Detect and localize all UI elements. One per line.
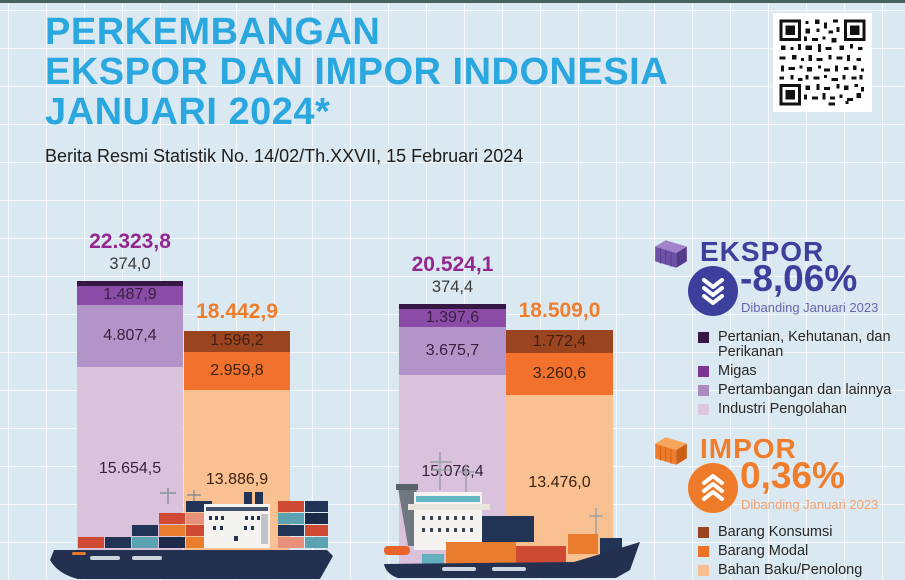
release-subtitle: Berita Resmi Statistik No. 14/02/Th.XXVI… xyxy=(45,146,524,166)
segment-migas: 1.487,9 xyxy=(77,285,183,305)
ekspor-summary-panel: EKSPOR -8,06% Dibanding Januari 2023 Per… xyxy=(650,236,905,417)
legend-label: Migas xyxy=(718,363,757,379)
impor-legend: Barang Konsumsi Barang Modal Bahan Baku/Pe… xyxy=(698,525,862,580)
legend-item: Barang Konsumsi xyxy=(698,525,862,540)
segment-migas: 1.397,6 xyxy=(399,309,506,328)
legend-label: Pertambangan dan lainnya xyxy=(718,382,892,398)
segment-pertambangan-dan-lainnya: 3.675,7 xyxy=(399,327,506,375)
export-stacked-bar-group-1: 22.323,8 374,0 1.487,9 4.807,4 15.654,5 xyxy=(77,230,183,570)
legend-color-swatch xyxy=(698,366,709,377)
legend-item: Migas xyxy=(698,364,905,379)
legend-color-swatch xyxy=(698,527,709,538)
segment-label-above-bar: 374,0 xyxy=(109,254,151,273)
segment-barang-modal: 2.959,8 xyxy=(184,351,290,391)
segment-pertanian-kehutanan-dan-perikanan xyxy=(77,280,183,286)
legend-color-swatch xyxy=(698,404,709,415)
legend-item: Bahan Baku/Penolong xyxy=(698,563,862,578)
segment-barang-modal: 3.260,6 xyxy=(506,353,613,396)
legend-item: Barang Modal xyxy=(698,544,862,559)
segment-industri-pengolahan: 15.654,5 xyxy=(77,367,183,570)
container-ship-left-illustration xyxy=(50,488,333,579)
legend-label: Industri Pengolahan xyxy=(718,401,847,417)
import-total-label: 18.509,0 xyxy=(518,299,601,323)
import-total-label: 18.442,9 xyxy=(196,300,278,324)
export-total-label: 22.323,8 xyxy=(89,229,171,253)
page-title-line3: JANUARI 2024* xyxy=(45,91,331,133)
segment-pertambangan-dan-lainnya: 4.807,4 xyxy=(77,304,183,368)
segment-label-above-bar: 374,4 xyxy=(431,278,474,297)
purple-container-box-icon xyxy=(655,240,687,268)
orange-container-box-icon xyxy=(655,437,687,465)
legend-color-swatch xyxy=(698,565,709,576)
legend-item: Pertanian, Kehutanan, dan Perikanan xyxy=(698,330,905,360)
segment-barang-konsumsi: 1.772,4 xyxy=(506,330,613,354)
impor-title: IMPOR xyxy=(700,433,797,464)
segment-barang-konsumsi: 1.596,2 xyxy=(184,331,290,352)
impor-percent-change: 0,36% xyxy=(740,455,845,496)
container-ship-right-illustration xyxy=(384,452,640,578)
legend-item: Pertambangan dan lainnya xyxy=(698,383,905,398)
ekspor-title: EKSPOR xyxy=(700,236,825,267)
up-chevrons-icon xyxy=(688,463,738,513)
impor-summary-panel: IMPOR 0,36% Dibanding Januari 2023 Baran… xyxy=(650,433,905,580)
ekspor-comparison-note: Dibanding Januari 2023 xyxy=(741,300,879,315)
top-border xyxy=(0,0,905,3)
legend-color-swatch xyxy=(698,385,709,396)
legend-color-swatch xyxy=(698,546,709,557)
page-title-line1: PERKEMBANGAN xyxy=(45,11,381,53)
segment-pertanian-kehutanan-dan-perikanan xyxy=(399,304,506,309)
qr-code xyxy=(773,13,872,112)
legend-color-swatch xyxy=(698,332,709,343)
qr-pattern-icon xyxy=(778,18,867,107)
page-title: PERKEMBANGAN EKSPOR DAN IMPOR INDONESIA … xyxy=(45,12,668,132)
legend-item: Industri Pengolahan xyxy=(698,402,905,417)
page-title-line2: EKSPOR DAN IMPOR INDONESIA xyxy=(45,51,669,93)
export-total-label: 20.524,1 xyxy=(411,253,494,277)
ekspor-percent-change: -8,06% xyxy=(740,258,858,299)
legend-label: Barang Konsumsi xyxy=(718,524,833,540)
ekspor-legend: Pertanian, Kehutanan, dan Perikanan Migas… xyxy=(698,330,905,421)
legend-label: Barang Modal xyxy=(718,543,809,559)
legend-label: Bahan Baku/Penolong xyxy=(718,562,863,578)
impor-comparison-note: Dibanding Januari 2023 xyxy=(741,497,879,512)
legend-label: Pertanian, Kehutanan, dan Perikanan xyxy=(718,329,891,360)
down-chevrons-icon xyxy=(688,266,738,316)
